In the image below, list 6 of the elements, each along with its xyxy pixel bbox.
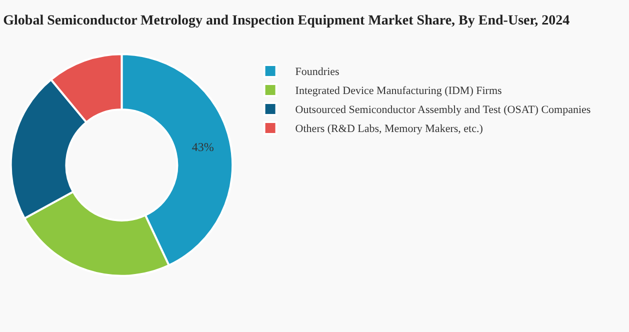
legend-label: Outsourced Semiconductor Assembly and Test (OSAT) Companies — [295, 104, 591, 116]
legend-label: Integrated Device Manufacturing (IDM) Firms — [295, 85, 502, 98]
chart-title: Global Semiconductor Metrology and Inspection Equipment Market Share, By End-User, 2024 — [3, 14, 570, 29]
legend-label: Foundries — [295, 66, 340, 78]
legend-label: Others (R&D Labs, Memory Makers, etc.) — [295, 123, 484, 136]
data-label: 43% — [192, 140, 214, 154]
